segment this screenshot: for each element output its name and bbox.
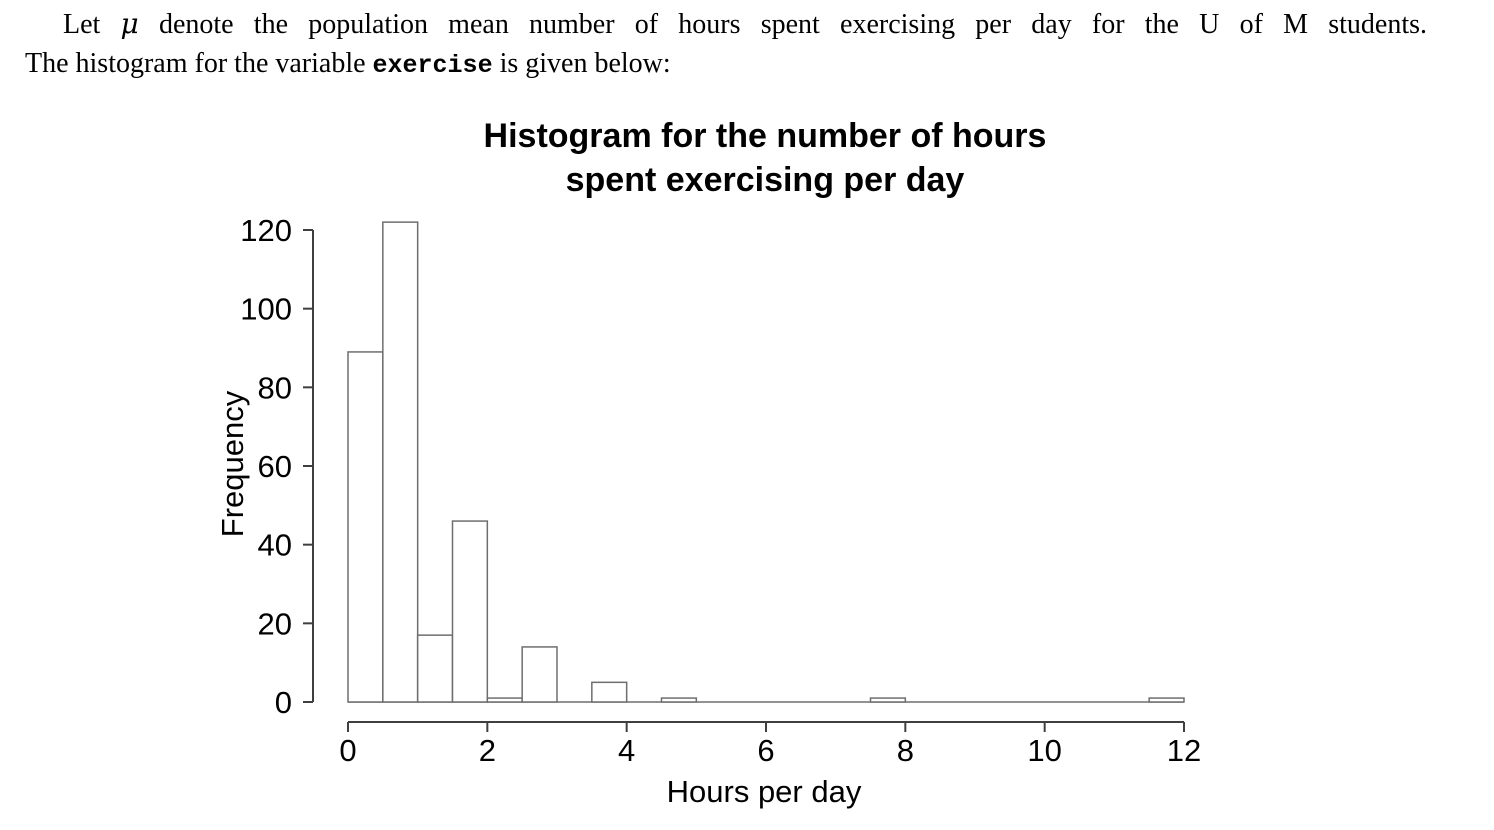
histogram-bar xyxy=(347,351,384,703)
histogram-bar xyxy=(591,681,628,703)
histogram-bar xyxy=(486,697,523,703)
x-tick-label: 10 xyxy=(1027,733,1061,768)
histogram-bar xyxy=(1148,697,1185,703)
x-tick-label: 12 xyxy=(1167,733,1201,768)
y-tick-label: 20 xyxy=(258,606,292,641)
histogram-bar xyxy=(451,520,489,703)
histogram-bar xyxy=(382,221,419,703)
y-tick-label: 120 xyxy=(240,213,292,248)
histogram-bar xyxy=(660,697,698,703)
intro-line1-pre: Let xyxy=(63,9,101,40)
exercise-code: exercise xyxy=(372,51,493,80)
histogram-bar xyxy=(869,697,907,703)
plot-layer: 0 20 40 60 80 100 120 0 2 4 6 8 10 12 xyxy=(240,213,1201,768)
intro-line-2: The histogram for the variable exercise … xyxy=(25,44,1427,85)
mu-symbol: μ xyxy=(120,7,139,40)
y-tick-label: 0 xyxy=(275,685,292,720)
x-axis-label: Hours per day xyxy=(667,774,862,809)
x-tick-label: 4 xyxy=(618,733,635,768)
x-tick-label: 2 xyxy=(479,733,496,768)
y-axis-label: Frequency xyxy=(215,390,250,537)
histogram-bar xyxy=(416,634,454,703)
intro-line-1: Let μ denote the population mean number … xyxy=(25,4,1427,44)
x-tick-label: 0 xyxy=(339,733,356,768)
y-tick-label: 40 xyxy=(258,528,292,563)
intro-line2-post: is given below: xyxy=(499,48,671,79)
y-tick-label: 60 xyxy=(258,449,292,484)
y-tick-label: 100 xyxy=(240,292,292,327)
y-tick-label: 80 xyxy=(258,370,292,405)
x-tick-label: 8 xyxy=(897,733,914,768)
histogram-bar xyxy=(521,646,558,703)
chart-title-line-2: spent exercising per day xyxy=(566,161,965,199)
intro-paragraph: Let μ denote the population mean number … xyxy=(25,4,1427,85)
intro-line1-post: denote the population mean number of hou… xyxy=(158,9,1428,40)
x-tick-label: 6 xyxy=(757,733,774,768)
intro-line2-pre: The histogram for the variable xyxy=(25,48,366,79)
chart-title-line-1: Histogram for the number of hours xyxy=(484,117,1047,155)
